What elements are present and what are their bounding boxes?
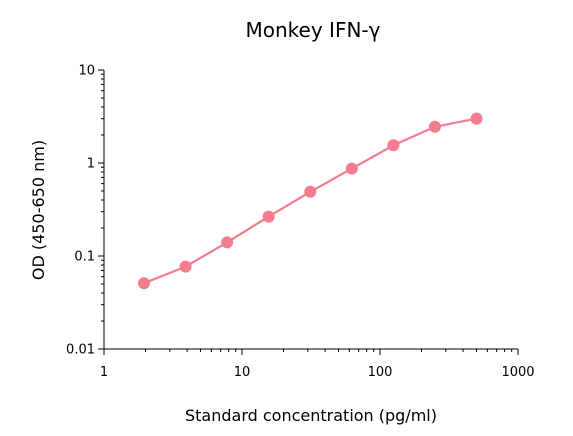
data-point — [138, 277, 150, 290]
y-tick-label: 0.1 — [74, 250, 95, 265]
data-point — [262, 210, 275, 223]
data-point — [221, 236, 234, 249]
data-point — [470, 112, 483, 125]
x-tick-label: 1 — [100, 365, 108, 380]
y-tick-label: 10 — [78, 64, 95, 79]
y-axis-title: OD (450-650 nm) — [29, 140, 48, 280]
data-point — [304, 185, 317, 198]
x-tick-label: 10 — [234, 365, 251, 380]
data-point — [345, 162, 358, 175]
y-axis-ticks: 0.01 0.1 1 10 — [66, 64, 104, 358]
data-point — [428, 120, 441, 133]
y-tick-label: 1 — [87, 157, 95, 172]
data-point — [179, 260, 192, 273]
x-axis-ticks: 1 10 100 1000 — [100, 349, 535, 380]
data-point — [387, 139, 400, 152]
series-line — [142, 117, 478, 285]
x-axis-title: Standard concentration (pg/ml) — [185, 406, 437, 425]
x-tick-label: 1000 — [501, 365, 534, 380]
series-layer — [138, 112, 483, 290]
y-tick-label: 0.01 — [66, 343, 95, 358]
chart-title: Monkey IFN-γ — [246, 18, 381, 42]
x-tick-label: 100 — [368, 365, 393, 380]
